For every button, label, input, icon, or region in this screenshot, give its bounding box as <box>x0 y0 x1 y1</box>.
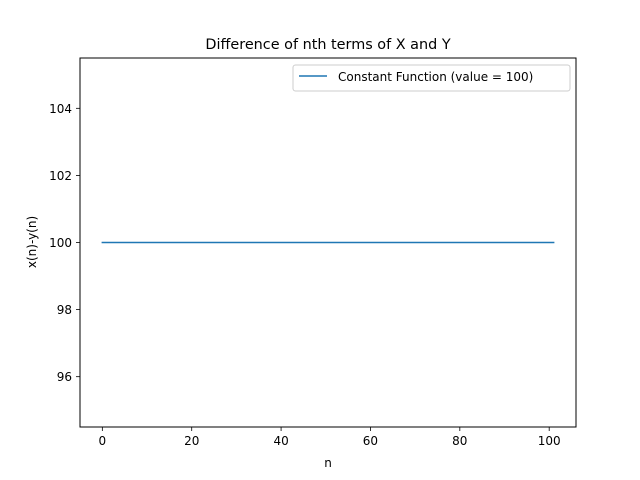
chart-title: Difference of nth terms of X and Y <box>205 37 450 53</box>
legend: Constant Function (value = 100) <box>292 64 571 92</box>
x-tick-label: 100 <box>538 434 561 448</box>
y-axis-label: x(n)-y(n) <box>25 216 39 268</box>
x-tick-label: 20 <box>184 434 199 448</box>
x-axis-label: n <box>324 456 332 470</box>
y-tick-label: 96 <box>57 370 72 384</box>
y-tick-label: 100 <box>49 236 72 250</box>
x-tick-label: 80 <box>452 434 467 448</box>
x-tick-label: 0 <box>99 434 107 448</box>
plot-area: 0 20 40 60 80 100 96 98 100 102 104 <box>49 57 577 448</box>
x-tick-label: 60 <box>363 434 378 448</box>
x-tick-label: 40 <box>273 434 288 448</box>
axes-frame <box>79 57 577 428</box>
ticks: 0 20 40 60 80 100 96 98 100 102 104 <box>49 102 561 448</box>
y-tick-label: 104 <box>49 102 72 116</box>
y-tick-label: 98 <box>57 303 72 317</box>
y-tick-label: 102 <box>49 169 72 183</box>
legend-box <box>292 64 571 92</box>
legend-label-0: Constant Function (value = 100) <box>338 70 533 84</box>
